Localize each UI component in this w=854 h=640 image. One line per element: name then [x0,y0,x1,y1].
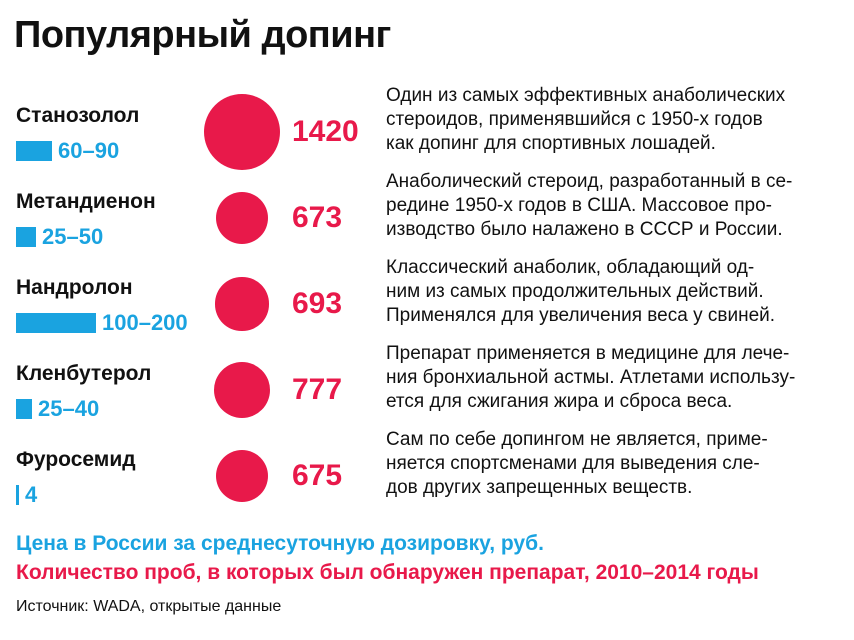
drug-description: Препарат применяется в медицине для лече… [386,342,826,414]
drug-name: Метандиенон [16,190,156,213]
description-line: няется спортсменами для выведения сле- [386,453,760,474]
description-line: ния бронхиальной астмы. Атлетами использ… [386,367,796,388]
description-line: редине 1950-х годов в США. Массовое про- [386,195,772,216]
drug-name: Нандролон [16,276,133,299]
legend-count: Количество проб, в которых был обнаружен… [16,561,759,584]
price-bar [16,485,19,505]
description-line: ним из самых продолжительных действий. [386,281,764,302]
count-bubble [215,191,269,245]
drug-row: Станозолол 60–90 1420 Один из самых эффекти… [0,85,854,186]
description-line: стероидов, применявшийся с 1950-х годов [386,109,763,130]
count-label: 1420 [292,115,359,148]
description-line: как допинг для спортивных лошадей. [386,133,716,154]
count-bubble [204,94,280,170]
count-label: 693 [292,287,343,320]
legend-price: Цена в России за среднесуточную дозировк… [16,532,544,555]
description-line: Сам по себе допингом не является, приме- [386,429,768,450]
description-line: Классический анаболик, обладающий од- [386,257,755,278]
price-label: 60–90 [58,138,120,163]
drug-description: Классический анаболик, обладающий од-ним… [386,256,826,328]
drug-row: Фуросемид 4 675 Сам по себе допингом не явл… [0,429,854,530]
drug-name: Фуросемид [16,448,136,471]
count-bubble [215,277,269,331]
description-line: ется для сжигания жира и сброса веса. [386,391,733,412]
description-line: изводство было налажено в СССР и России. [386,219,783,240]
count-label: 777 [292,373,343,406]
description-line: Препарат применяется в медицине для лече… [386,343,790,364]
price-bar [16,227,36,247]
description-line: дов других запрещенных веществ. [386,477,693,498]
price-label: 25–50 [42,224,104,249]
drug-description: Сам по себе допингом не является, приме-… [386,428,826,500]
drug-name: Кленбутерол [16,362,152,385]
drug-description: Анаболический стероид, разработанный в с… [386,170,826,242]
count-label: 673 [292,201,343,234]
price-label: 25–40 [38,396,100,421]
description-line: Один из самых эффективных анаболических [386,85,786,106]
drug-row: Кленбутерол 25–40 777 Препарат применяется … [0,343,854,444]
count-label: 675 [292,459,343,492]
price-label: 4 [25,482,38,507]
count-bubble [213,361,271,419]
price-bar [16,399,32,419]
description-line: Применялся для увеличения веса у свиней. [386,305,776,326]
chart-title: Популярный допинг [14,14,391,56]
count-bubble [215,449,269,503]
drug-row: Метандиенон 25–50 673 Анаболический стероид… [0,171,854,272]
price-bar [16,313,96,333]
description-line: Анаболический стероид, разработанный в с… [386,171,793,192]
price-label: 100–200 [102,310,188,335]
price-bar [16,141,52,161]
drug-row: Нандролон 100–200 693 Классический анаболик… [0,257,854,358]
source-note: Источник: WADA, открытые данные [16,598,282,615]
drug-description: Один из самых эффективных анаболических с… [386,84,826,156]
drug-name: Станозолол [16,104,140,127]
